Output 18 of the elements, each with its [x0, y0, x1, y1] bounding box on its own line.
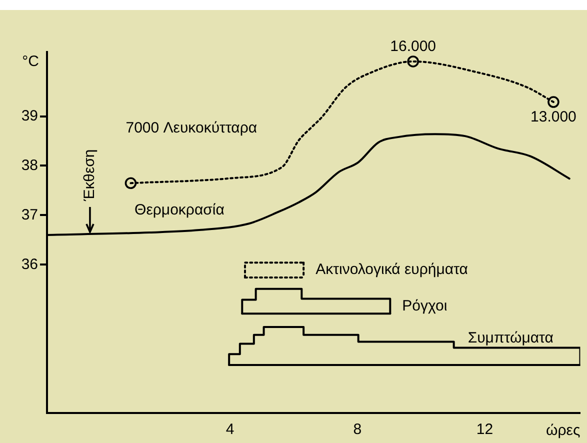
series-label: Ακτινολογικά ευρήματα	[316, 261, 468, 278]
data-label: 13.000	[530, 108, 576, 126]
x-tick-label: 4	[226, 421, 234, 438]
data-label: 16.000	[390, 38, 436, 56]
y-tick-label: 37	[21, 206, 38, 224]
series-label: Ρόγχοι	[402, 297, 448, 314]
y-tick-label: 39	[21, 107, 38, 124]
series-label: Συμπτώματα	[468, 329, 554, 346]
y-tick-label: 36	[21, 256, 38, 273]
x-tick-label: 8	[353, 421, 362, 438]
series-label: Θερμοκρασία	[134, 202, 225, 219]
x-tick-label: 12	[476, 421, 494, 438]
annotation: Έκθεση	[81, 149, 98, 202]
y-axis-title: °C	[22, 53, 40, 70]
data-label: 7000	[126, 119, 160, 136]
y-tick-label: 38	[21, 156, 38, 174]
x-axis-title: ώρες	[546, 422, 580, 440]
text: Λευκοκύτταρα	[163, 119, 258, 136]
